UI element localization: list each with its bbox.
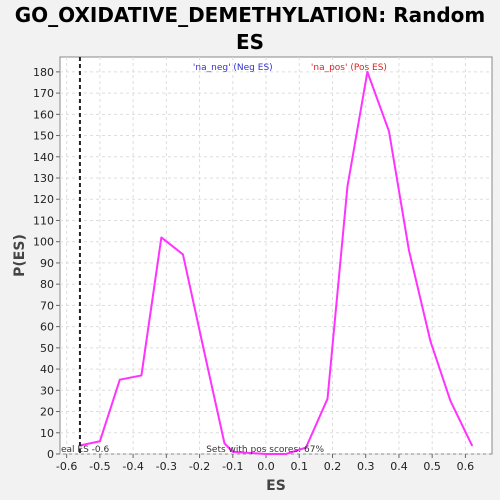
data-point (471, 444, 473, 447)
plot-area (59, 56, 493, 455)
y-tick-label: 120 (33, 193, 54, 206)
data-point (305, 446, 307, 449)
y-tick-label: 80 (40, 278, 54, 291)
pos-scores-annotation: Sets with pos scores: 67% (206, 445, 324, 455)
grid-lines (60, 57, 492, 455)
data-point (119, 378, 121, 381)
data-point (285, 453, 287, 455)
data-point (326, 398, 329, 400)
x-axis-label: ES (266, 478, 286, 494)
y-tick-label: 100 (33, 236, 54, 249)
y-tick-label: 50 (40, 342, 54, 355)
y-tick-label: 40 (40, 363, 54, 376)
x-tick-label: -0.4 (122, 460, 143, 473)
y-tick-label: 0 (47, 448, 54, 461)
observed-es-label: eal ES -0.6 (61, 445, 110, 455)
data-point (202, 344, 204, 347)
pos-es-annotation: 'na_pos' (Pos ES) (311, 63, 387, 73)
data-point (388, 130, 390, 133)
x-tick-label: -0.6 (56, 460, 77, 473)
x-tick-label: 0.4 (390, 460, 408, 473)
data-point (223, 442, 226, 445)
data-point (99, 440, 101, 443)
neg-es-annotation: 'na_neg' (Neg ES) (193, 63, 273, 73)
y-tick-label: 140 (33, 151, 54, 164)
y-tick-label: 20 (40, 406, 54, 419)
x-tick-label: 0.1 (291, 460, 309, 473)
x-tick-label: 0.0 (257, 460, 275, 473)
y-tick-label: 130 (33, 172, 54, 185)
y-tick-label: 180 (33, 66, 54, 79)
data-point (160, 236, 163, 239)
data-point (449, 400, 452, 402)
x-tick-label: 0.3 (357, 460, 375, 473)
y-axis-ticks: 0 10 20 30 40 50 60 70 80 90 100 110 120 130 140 150 160… (33, 66, 60, 461)
data-point (346, 185, 349, 188)
data-point (408, 249, 410, 251)
data-point (232, 451, 234, 453)
data-point (182, 253, 184, 256)
y-tick-label: 70 (40, 299, 54, 312)
series-line (79, 70, 473, 455)
y-tick-label: 90 (40, 257, 54, 270)
x-tick-label: 0.5 (423, 460, 441, 473)
x-tick-label: 0.2 (324, 460, 342, 473)
x-axis-ticks: -0.6 -0.5 -0.4 -0.3 -0.2 -0.1 0.0 0.1 0.2 0.3 0.4 0… (56, 454, 474, 473)
x-tick-label: -0.3 (156, 460, 177, 473)
y-tick-label: 30 (40, 384, 54, 397)
y-tick-label: 110 (33, 214, 54, 227)
data-point (265, 453, 267, 455)
x-tick-label: -0.2 (189, 460, 210, 473)
x-tick-label: 0.6 (457, 460, 475, 473)
x-tick-label: -0.5 (89, 460, 110, 473)
y-tick-label: 150 (33, 130, 54, 143)
annotations-layer: eal ES -0.6 'na_neg' (Neg ES) 'na_pos' (Po… (61, 57, 387, 455)
y-tick-label: 10 (40, 427, 54, 440)
data-point (140, 374, 143, 377)
y-tick-label: 160 (33, 108, 54, 121)
y-axis-label: P(ES) (12, 234, 28, 277)
y-tick-label: 170 (33, 87, 54, 100)
y-tick-label: 60 (40, 321, 54, 334)
chart-title-line1: GO_OXIDATIVE_DEMETHYLATION: Random ES (14, 3, 486, 54)
x-tick-label: -0.1 (222, 460, 243, 473)
data-point (366, 71, 369, 73)
data-point (429, 340, 432, 343)
